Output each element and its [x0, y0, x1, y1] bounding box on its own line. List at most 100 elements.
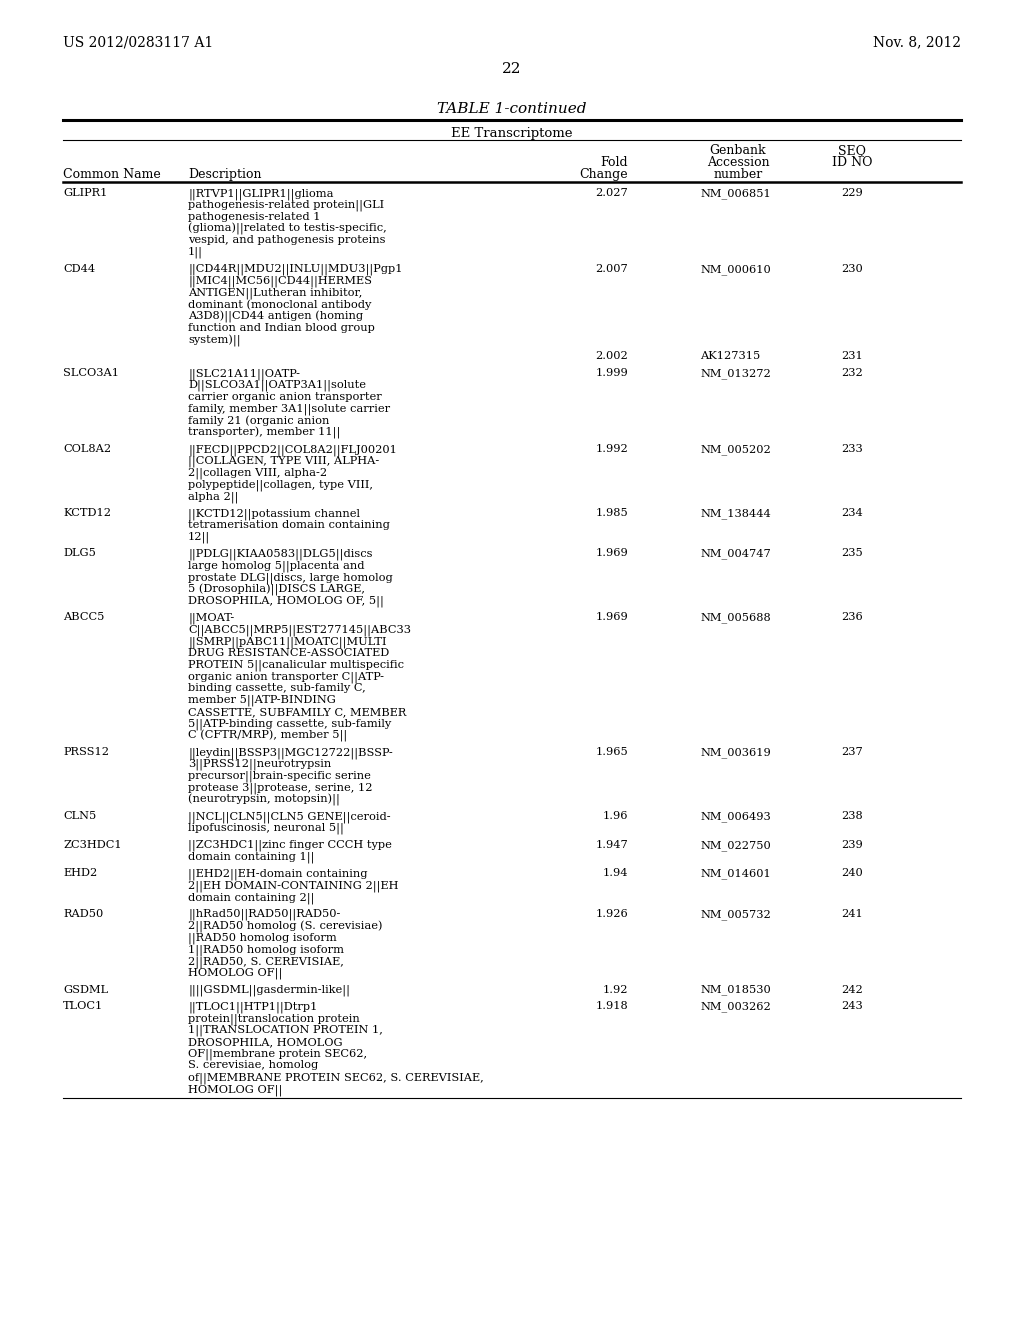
Text: 237: 237 — [841, 747, 863, 758]
Text: family, member 3A1||solute carrier: family, member 3A1||solute carrier — [188, 404, 390, 414]
Text: 238: 238 — [841, 812, 863, 821]
Text: COL8A2: COL8A2 — [63, 444, 112, 454]
Text: 1||TRANSLOCATION PROTEIN 1,: 1||TRANSLOCATION PROTEIN 1, — [188, 1026, 383, 1036]
Text: NM_004747: NM_004747 — [700, 548, 771, 560]
Text: ||MIC4||MC56||CD44||HERMES: ||MIC4||MC56||CD44||HERMES — [188, 276, 372, 286]
Text: SLCO3A1: SLCO3A1 — [63, 368, 119, 379]
Text: NM_013272: NM_013272 — [700, 368, 771, 379]
Text: number: number — [714, 168, 763, 181]
Text: 1.999: 1.999 — [595, 368, 628, 379]
Text: CASSETTE, SUBFAMILY C, MEMBER: CASSETTE, SUBFAMILY C, MEMBER — [188, 706, 407, 717]
Text: ID NO: ID NO — [831, 156, 872, 169]
Text: 230: 230 — [841, 264, 863, 273]
Text: polypeptide||collagen, type VIII,: polypeptide||collagen, type VIII, — [188, 479, 373, 491]
Text: lipofuscinosis, neuronal 5||: lipofuscinosis, neuronal 5|| — [188, 822, 344, 834]
Text: NM_006493: NM_006493 — [700, 812, 771, 822]
Text: ZC3HDC1: ZC3HDC1 — [63, 840, 122, 850]
Text: D||SLCO3A1||OATP3A1||solute: D||SLCO3A1||OATP3A1||solute — [188, 380, 366, 392]
Text: pathogenesis-related protein||GLI: pathogenesis-related protein||GLI — [188, 199, 384, 211]
Text: NM_018530: NM_018530 — [700, 985, 771, 995]
Text: 2||EH DOMAIN-CONTAINING 2||EH: 2||EH DOMAIN-CONTAINING 2||EH — [188, 880, 398, 892]
Text: 12||: 12|| — [188, 532, 210, 543]
Text: A3D8)||CD44 antigen (homing: A3D8)||CD44 antigen (homing — [188, 312, 364, 323]
Text: Common Name: Common Name — [63, 168, 161, 181]
Text: NM_138444: NM_138444 — [700, 508, 771, 519]
Text: Change: Change — [580, 168, 628, 181]
Text: (neurotrypsin, motopsin)||: (neurotrypsin, motopsin)|| — [188, 795, 340, 807]
Text: 242: 242 — [841, 985, 863, 994]
Text: ||SMRP||pABC11||MOATC||MULTI: ||SMRP||pABC11||MOATC||MULTI — [188, 636, 386, 648]
Text: 2||RAD50 homolog (S. cerevisiae): 2||RAD50 homolog (S. cerevisiae) — [188, 920, 383, 933]
Text: ||RAD50 homolog isoform: ||RAD50 homolog isoform — [188, 932, 337, 944]
Text: precursor||brain-specific serine: precursor||brain-specific serine — [188, 771, 371, 783]
Text: system)||: system)|| — [188, 334, 241, 347]
Text: 22: 22 — [502, 62, 522, 77]
Text: HOMOLOG OF||: HOMOLOG OF|| — [188, 968, 283, 979]
Text: ||TLOC1||HTP1||Dtrp1: ||TLOC1||HTP1||Dtrp1 — [188, 1002, 317, 1012]
Text: alpha 2||: alpha 2|| — [188, 491, 239, 503]
Text: 2||collagen VIII, alpha-2: 2||collagen VIII, alpha-2 — [188, 467, 327, 479]
Text: 243: 243 — [841, 1002, 863, 1011]
Text: CD44: CD44 — [63, 264, 95, 273]
Text: 1||: 1|| — [188, 247, 203, 259]
Text: DROSOPHILA, HOMOLOG OF, 5||: DROSOPHILA, HOMOLOG OF, 5|| — [188, 595, 384, 607]
Text: DLG5: DLG5 — [63, 548, 96, 558]
Text: 2.027: 2.027 — [595, 187, 628, 198]
Text: ||CD44R||MDU2||INLU||MDU3||Pgp1: ||CD44R||MDU2||INLU||MDU3||Pgp1 — [188, 264, 402, 276]
Text: ||SLC21A11||OATP-: ||SLC21A11||OATP- — [188, 368, 300, 380]
Text: 233: 233 — [841, 444, 863, 454]
Text: family 21 (organic anion: family 21 (organic anion — [188, 416, 330, 426]
Text: Genbank: Genbank — [710, 144, 766, 157]
Text: 1.926: 1.926 — [595, 908, 628, 919]
Text: ||COLLAGEN, TYPE VIII, ALPHA-: ||COLLAGEN, TYPE VIII, ALPHA- — [188, 455, 379, 467]
Text: AK127315: AK127315 — [700, 351, 760, 362]
Text: (glioma)||related to testis-specific,: (glioma)||related to testis-specific, — [188, 223, 387, 235]
Text: 2||RAD50, S. CEREVISIAE,: 2||RAD50, S. CEREVISIAE, — [188, 956, 344, 968]
Text: 1.992: 1.992 — [595, 444, 628, 454]
Text: NM_005202: NM_005202 — [700, 444, 771, 454]
Text: tetramerisation domain containing: tetramerisation domain containing — [188, 520, 390, 529]
Text: 3||PRSS12||neurotrypsin: 3||PRSS12||neurotrypsin — [188, 759, 331, 771]
Text: Nov. 8, 2012: Nov. 8, 2012 — [873, 36, 961, 49]
Text: 229: 229 — [841, 187, 863, 198]
Text: 5 (Drosophila)||DISCS LARGE,: 5 (Drosophila)||DISCS LARGE, — [188, 583, 365, 595]
Text: 1.94: 1.94 — [602, 869, 628, 878]
Text: ||EHD2||EH-domain containing: ||EHD2||EH-domain containing — [188, 869, 368, 880]
Text: carrier organic anion transporter: carrier organic anion transporter — [188, 392, 382, 401]
Text: EE Transcriptome: EE Transcriptome — [452, 127, 572, 140]
Text: ||NCL||CLN5||CLN5 GENE||ceroid-: ||NCL||CLN5||CLN5 GENE||ceroid- — [188, 812, 390, 822]
Text: NM_006851: NM_006851 — [700, 187, 771, 199]
Text: domain containing 2||: domain containing 2|| — [188, 892, 314, 903]
Text: NM_014601: NM_014601 — [700, 869, 771, 879]
Text: Fold: Fold — [600, 156, 628, 169]
Text: ||||GSDML||gasdermin-like||: ||||GSDML||gasdermin-like|| — [188, 985, 350, 997]
Text: SEQ: SEQ — [838, 144, 866, 157]
Text: TABLE 1-continued: TABLE 1-continued — [437, 102, 587, 116]
Text: prostate DLG||discs, large homolog: prostate DLG||discs, large homolog — [188, 572, 393, 583]
Text: S. cerevisiae, homolog: S. cerevisiae, homolog — [188, 1060, 318, 1071]
Text: ||RTVP1||GLIPR1||glioma: ||RTVP1||GLIPR1||glioma — [188, 187, 334, 199]
Text: 241: 241 — [841, 908, 863, 919]
Text: 1.96: 1.96 — [602, 812, 628, 821]
Text: 2.007: 2.007 — [595, 264, 628, 273]
Text: ANTIGEN||Lutheran inhibitor,: ANTIGEN||Lutheran inhibitor, — [188, 288, 362, 298]
Text: DROSOPHILA, HOMOLOG: DROSOPHILA, HOMOLOG — [188, 1036, 343, 1047]
Text: 1.969: 1.969 — [595, 548, 628, 558]
Text: PROTEIN 5||canalicular multispecific: PROTEIN 5||canalicular multispecific — [188, 660, 404, 671]
Text: 231: 231 — [841, 351, 863, 362]
Text: GSDML: GSDML — [63, 985, 109, 994]
Text: 235: 235 — [841, 548, 863, 558]
Text: ||FECD||PPCD2||COL8A2||FLJ00201: ||FECD||PPCD2||COL8A2||FLJ00201 — [188, 444, 397, 455]
Text: C (CFTR/MRP), member 5||: C (CFTR/MRP), member 5|| — [188, 730, 347, 742]
Text: 1.92: 1.92 — [602, 985, 628, 994]
Text: protease 3||protease, serine, 12: protease 3||protease, serine, 12 — [188, 783, 373, 795]
Text: HOMOLOG OF||: HOMOLOG OF|| — [188, 1084, 283, 1096]
Text: EHD2: EHD2 — [63, 869, 97, 878]
Text: RAD50: RAD50 — [63, 908, 103, 919]
Text: Accession: Accession — [707, 156, 769, 169]
Text: US 2012/0283117 A1: US 2012/0283117 A1 — [63, 36, 213, 49]
Text: 232: 232 — [841, 368, 863, 379]
Text: organic anion transporter C||ATP-: organic anion transporter C||ATP- — [188, 672, 384, 682]
Text: NM_022750: NM_022750 — [700, 840, 771, 850]
Text: binding cassette, sub-family C,: binding cassette, sub-family C, — [188, 684, 366, 693]
